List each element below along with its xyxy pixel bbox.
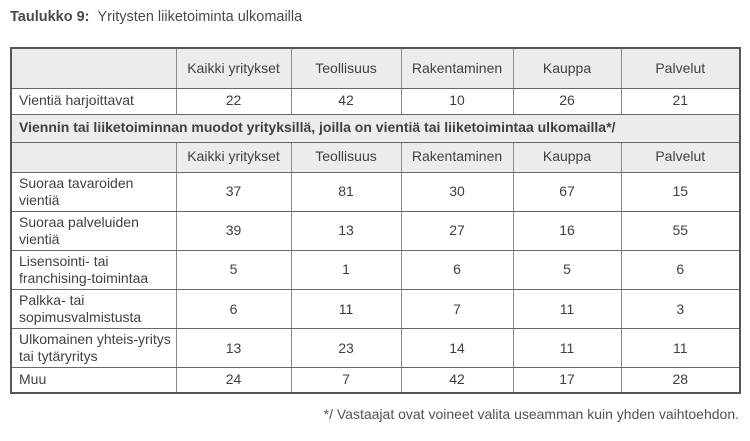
table-title-text: Yritysten liiketoiminta ulkomailla xyxy=(97,9,303,25)
section-header-row: Viennin tai liiketoiminnan muodot yrityk… xyxy=(10,113,741,143)
table-row: Suoraa tavaroiden vientiä 37 81 30 67 15 xyxy=(10,171,741,212)
cell-value: 11 xyxy=(290,288,402,330)
cell-value: 42 xyxy=(400,367,514,394)
cell-value: 23 xyxy=(290,328,402,369)
column-header: Palvelut xyxy=(620,141,741,173)
header-row: Kaikki yritykset Teollisuus Rakentaminen… xyxy=(10,141,741,173)
cell-value: 13 xyxy=(290,210,402,251)
cell-value: 3 xyxy=(620,288,741,330)
table-row: Suoraa palveluiden vientiä 39 13 27 16 5… xyxy=(10,210,741,251)
cell-value: 5 xyxy=(512,249,622,290)
column-header: Rakentaminen xyxy=(400,141,514,173)
column-header: Kauppa xyxy=(512,47,622,89)
table-row: Vientiä harjoittavat 22 42 10 26 21 xyxy=(10,87,741,115)
cell-value: 28 xyxy=(620,367,741,394)
cell-value: 26 xyxy=(512,87,622,115)
cell-value: 7 xyxy=(400,288,514,330)
table-title: Taulukko 9: Yritysten liiketoiminta ulkom… xyxy=(10,9,302,25)
row-label: Muu xyxy=(10,367,177,394)
column-header: Teollisuus xyxy=(290,47,402,89)
cell-value: 1 xyxy=(290,249,402,290)
cell-value: 22 xyxy=(175,87,292,115)
row-label: Palkka- tai sopimusvalmistusta xyxy=(10,288,177,330)
header-row: Kaikki yritykset Teollisuus Rakentaminen… xyxy=(10,47,741,89)
cell-value: 24 xyxy=(175,367,292,394)
table-row: Palkka- tai sopimusvalmistusta 6 11 7 11… xyxy=(10,288,741,330)
table-row: Ulkomainen yhteis-yritys tai tytäryritys… xyxy=(10,328,741,369)
row-label: Ulkomainen yhteis-yritys tai tytäryritys xyxy=(10,328,177,369)
row-label: Lisensointi- tai franchising-toimintaa xyxy=(10,249,177,290)
cell-value: 17 xyxy=(512,367,622,394)
cell-value: 55 xyxy=(620,210,741,251)
cell-value: 11 xyxy=(512,288,622,330)
cell-value: 21 xyxy=(620,87,741,115)
cell-value: 11 xyxy=(512,328,622,369)
row-label: Suoraa palveluiden vientiä xyxy=(10,210,177,251)
cell-value: 13 xyxy=(175,328,292,369)
cell-value: 42 xyxy=(290,87,402,115)
cell-value: 11 xyxy=(620,328,741,369)
data-table: Kaikki yritykset Teollisuus Rakentaminen… xyxy=(10,47,741,394)
column-header: Teollisuus xyxy=(290,141,402,173)
cell-value: 37 xyxy=(175,171,292,212)
row-label: Vientiä harjoittavat xyxy=(10,87,177,115)
empty-header-cell xyxy=(10,141,177,173)
column-header: Kaikki yritykset xyxy=(175,47,292,89)
column-header: Kaikki yritykset xyxy=(175,141,292,173)
table-row: Lisensointi- tai franchising-toimintaa 5… xyxy=(10,249,741,290)
cell-value: 7 xyxy=(290,367,402,394)
cell-value: 10 xyxy=(400,87,514,115)
table-row: Muu 24 7 42 17 28 xyxy=(10,367,741,394)
cell-value: 30 xyxy=(400,171,514,212)
cell-value: 6 xyxy=(175,288,292,330)
cell-value: 6 xyxy=(620,249,741,290)
cell-value: 6 xyxy=(400,249,514,290)
row-label: Suoraa tavaroiden vientiä xyxy=(10,171,177,212)
cell-value: 16 xyxy=(512,210,622,251)
column-header: Palvelut xyxy=(620,47,741,89)
cell-value: 15 xyxy=(620,171,741,212)
column-header: Rakentaminen xyxy=(400,47,514,89)
cell-value: 27 xyxy=(400,210,514,251)
cell-value: 81 xyxy=(290,171,402,212)
empty-header-cell xyxy=(10,47,177,89)
section-title: Viennin tai liiketoiminnan muodot yrityk… xyxy=(10,113,741,143)
cell-value: 67 xyxy=(512,171,622,212)
cell-value: 39 xyxy=(175,210,292,251)
column-header: Kauppa xyxy=(512,141,622,173)
cell-value: 14 xyxy=(400,328,514,369)
footnote: */ Vastaajat ovat voineet valita useamma… xyxy=(323,406,739,422)
cell-value: 5 xyxy=(175,249,292,290)
table-number: Taulukko 9: xyxy=(10,9,90,25)
